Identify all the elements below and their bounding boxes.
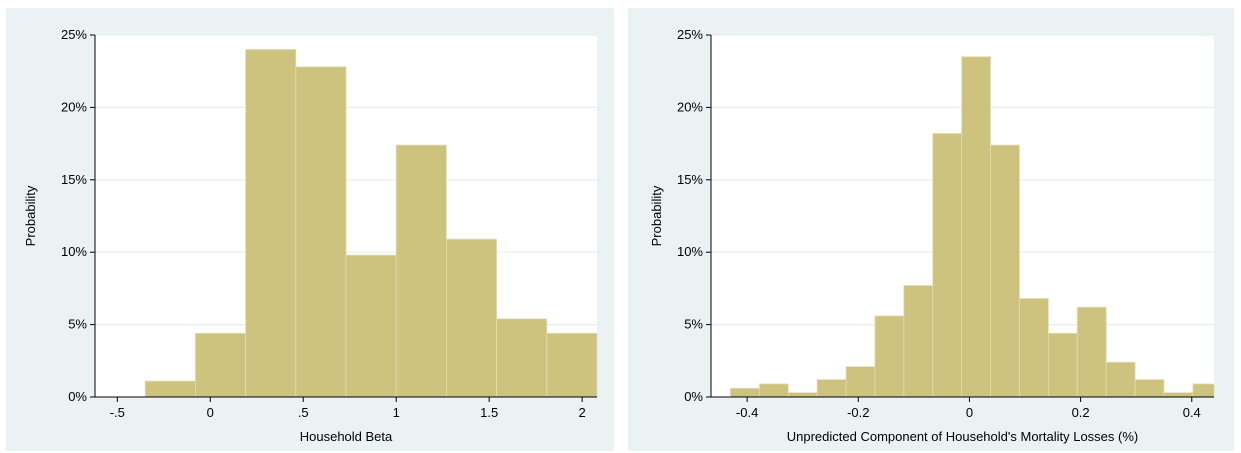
beta-x-tick-label-3: 1 (393, 405, 400, 420)
mortality-bar-10 (1019, 298, 1049, 398)
mortality-bar-2 (787, 392, 818, 398)
beta-x-tick-label-0: -.5 (110, 405, 125, 420)
mortality-bar-6 (903, 285, 934, 398)
beta-bar-6 (445, 238, 497, 398)
mortality-bar-5 (874, 315, 905, 398)
beta-bar-1 (194, 332, 246, 398)
beta-x-tick-label-5: 2 (579, 405, 586, 420)
mortality-y-tick-label-5: 25% (677, 27, 703, 42)
beta-x-axis-title: Household Beta (300, 429, 393, 444)
beta-y-tick-label-5: 25% (61, 27, 87, 42)
histogram-mortality-losses-svg: 0% 5% 10% 15% 20% 25% -0.4 -0.2 0 0.2 0.4 Unpredict… (628, 8, 1234, 451)
mortality-x-tick-label-0: -0.4 (736, 405, 758, 420)
beta-x-tick-label-2: .5 (298, 405, 309, 420)
mortality-y-tick-label-4: 20% (677, 99, 703, 114)
beta-bar-4 (345, 254, 397, 398)
beta-x-tick-label-4: 1.5 (480, 405, 498, 420)
histogram-household-beta: 0% 5% 10% 15% 20% 25% -.5 0 .5 1 1.5 2 Household Bet… (6, 8, 614, 451)
beta-bar-5 (395, 144, 447, 398)
mortality-bar-3 (816, 379, 847, 398)
mortality-y-tick-label-3: 15% (677, 172, 703, 187)
mortality-y-axis-title: Probability (649, 185, 664, 246)
mortality-bar-16 (1192, 383, 1215, 398)
histogram-household-beta-svg: 0% 5% 10% 15% 20% 25% -.5 0 .5 1 1.5 2 Household Bet… (6, 8, 614, 451)
mortality-bar-15 (1163, 392, 1194, 398)
mortality-bar-7 (932, 133, 963, 398)
beta-bar-8 (546, 332, 598, 398)
beta-bar-0 (144, 380, 196, 398)
mortality-x-tick-label-2: 0 (966, 405, 973, 420)
beta-bar-3 (295, 66, 347, 398)
beta-y-tick-label-0: 0% (68, 389, 87, 404)
mortality-bar-1 (758, 383, 789, 398)
mortality-x-axis-title: Unpredicted Component of Household's Mor… (787, 429, 1138, 444)
mortality-bar-0 (730, 387, 760, 398)
beta-bar-7 (496, 318, 548, 398)
beta-bar-2 (245, 49, 297, 398)
mortality-bar-4 (845, 366, 876, 398)
mortality-bar-9 (990, 144, 1020, 398)
mortality-x-tick-label-4: 0.4 (1183, 405, 1201, 420)
mortality-x-tick-label-1: -0.2 (847, 405, 869, 420)
mortality-y-tick-label-1: 5% (684, 317, 703, 332)
histogram-mortality-losses: 0% 5% 10% 15% 20% 25% -0.4 -0.2 0 0.2 0.4 Unpredict… (628, 8, 1234, 451)
beta-y-tick-label-2: 10% (61, 244, 87, 259)
mortality-bar-12 (1076, 306, 1107, 398)
mortality-y-tick-label-2: 10% (677, 244, 703, 259)
beta-y-axis-title: Probability (23, 185, 38, 246)
beta-y-tick-label-3: 15% (61, 172, 87, 187)
beta-x-tick-label-1: 0 (207, 405, 214, 420)
mortality-x-tick-label-3: 0.2 (1072, 405, 1090, 420)
beta-y-tick-label-4: 20% (61, 99, 87, 114)
mortality-bar-14 (1134, 379, 1165, 398)
beta-y-tick-label-1: 5% (68, 317, 87, 332)
mortality-bar-13 (1105, 361, 1136, 398)
mortality-y-tick-label-0: 0% (684, 389, 703, 404)
mortality-bar-8 (961, 56, 991, 398)
mortality-bar-11 (1047, 332, 1078, 398)
